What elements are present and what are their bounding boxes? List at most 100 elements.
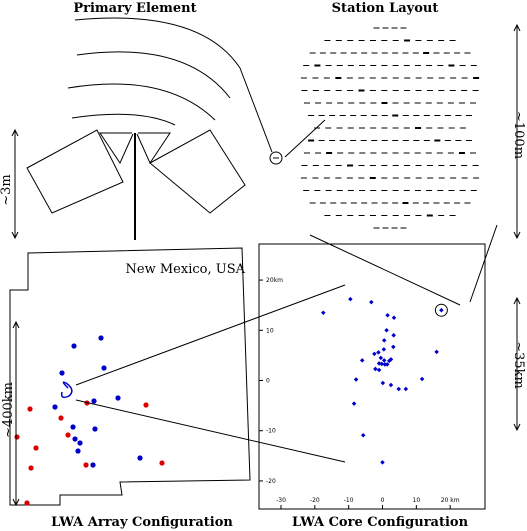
array-scale (12, 320, 20, 507)
array-station-blue (71, 343, 77, 349)
array-stations (14, 335, 165, 506)
height-scale (11, 128, 19, 240)
array-station-red (24, 500, 30, 506)
array-station-red (28, 465, 34, 471)
core-points (321, 296, 448, 465)
array-station-red (159, 460, 165, 466)
connector-line-2 (284, 119, 326, 158)
core-station-point (385, 312, 390, 318)
x-tick-label: 10 (413, 497, 421, 504)
core-station-point (381, 338, 387, 343)
station-connector-1 (309, 234, 461, 306)
sky-arc-4 (71, 113, 176, 126)
core-config-panel: 20km 10 0 -10 -20 -30 -20 -10 0 10 20 km LWA Core … (258, 243, 526, 530)
right-dipole-panel (149, 129, 246, 214)
array-station-blue (101, 365, 107, 371)
array-arrow-up (12, 320, 20, 329)
sky-arcs (67, 17, 241, 126)
station-layout-panel: Station Layout ~100m (300, 1, 526, 240)
x-tick-label: -20 (310, 497, 320, 504)
core-station-point (351, 401, 357, 406)
primary-element-title: Primary Element (73, 1, 196, 16)
core-station-point (439, 307, 444, 313)
core-station-point (369, 299, 374, 305)
dipole-antenna (26, 129, 246, 240)
station-layout-title: Station Layout (332, 1, 439, 16)
core-station-point (391, 333, 396, 338)
core-station-point (360, 432, 366, 438)
y-tick-label: -10 (266, 428, 276, 435)
array-station-blue (75, 448, 81, 454)
array-arrow-down (12, 498, 20, 507)
core-station-point (391, 315, 397, 320)
array-station-blue (52, 404, 58, 410)
core-station-point (391, 344, 396, 350)
station-connector (309, 224, 498, 306)
array-station-blue (115, 395, 121, 401)
array-station-blue (137, 455, 143, 461)
x-tick-label: -10 (344, 497, 354, 504)
array-station-blue (98, 335, 104, 341)
core-station-point (353, 377, 359, 382)
x-tick-label: 0 (381, 497, 385, 504)
sky-arc-1 (74, 17, 241, 69)
core-station-point (359, 358, 365, 363)
core-spiral (60, 381, 73, 399)
zoom-line-upper (75, 284, 346, 386)
connector-line-1 (239, 67, 273, 153)
array-config-title: LWA Array Configuration (51, 515, 233, 530)
core-station-point (373, 366, 378, 372)
element-connector (239, 67, 326, 165)
core-scale-label: ~35km (511, 341, 526, 389)
core-plot-frame (258, 243, 486, 510)
core-station-point (384, 362, 390, 367)
array-station-blue (92, 426, 98, 432)
y-tick-label: -20 (266, 478, 276, 485)
array-station-red (58, 415, 64, 421)
primary-element-panel: Primary Element ~3m (0, 1, 246, 240)
core-station-point (321, 310, 326, 315)
array-scale-label: ~400km (1, 382, 16, 438)
left-dipole-panel (26, 129, 124, 214)
new-mexico-outline (9, 247, 251, 506)
height-arrow-down (11, 231, 19, 240)
x-tick-label: 20 km (441, 497, 460, 504)
core-station-point (380, 460, 385, 465)
array-station-blue (90, 462, 96, 468)
core-station-point (396, 386, 402, 392)
array-station-blue (91, 398, 97, 404)
core-station-point (372, 351, 377, 357)
region-label: New Mexico, USA (126, 262, 246, 277)
station-connector-2 (469, 224, 498, 303)
array-station-red (65, 432, 71, 438)
array-station-blue (70, 424, 76, 430)
core-arrow-down (513, 423, 521, 432)
core-station-point (387, 358, 392, 364)
core-scale (513, 296, 521, 432)
station-arrow-up (513, 23, 521, 32)
core-station-point (348, 296, 353, 302)
sky-arc-2 (76, 51, 231, 99)
x-tick-label: -30 (276, 497, 286, 504)
y-tick-label: 10 (266, 327, 274, 334)
array-station-red (27, 406, 33, 412)
station-arrow-down (513, 231, 521, 240)
core-station-point (380, 380, 386, 386)
core-station-point (376, 350, 381, 355)
left-arm-top (99, 132, 134, 165)
core-station-point (376, 367, 382, 373)
y-tick-label: 20km (266, 277, 283, 284)
zoom-lines (75, 284, 346, 463)
y-tick-label: 0 (266, 378, 270, 385)
core-arrow-up (513, 296, 521, 305)
element-marker-circle (269, 151, 283, 165)
core-station-point (419, 376, 425, 382)
station-scale (513, 23, 521, 240)
core-station-point (381, 358, 387, 363)
array-config-panel: New Mexico, USA ~400km LWA Array Configu… (1, 247, 251, 530)
zoom-line-lower (75, 399, 346, 463)
core-config-title: LWA Core Configuration (292, 515, 469, 530)
core-axes: 20km 10 0 -10 -20 -30 -20 -10 0 10 20 km (259, 277, 460, 509)
core-station-point (388, 382, 394, 388)
